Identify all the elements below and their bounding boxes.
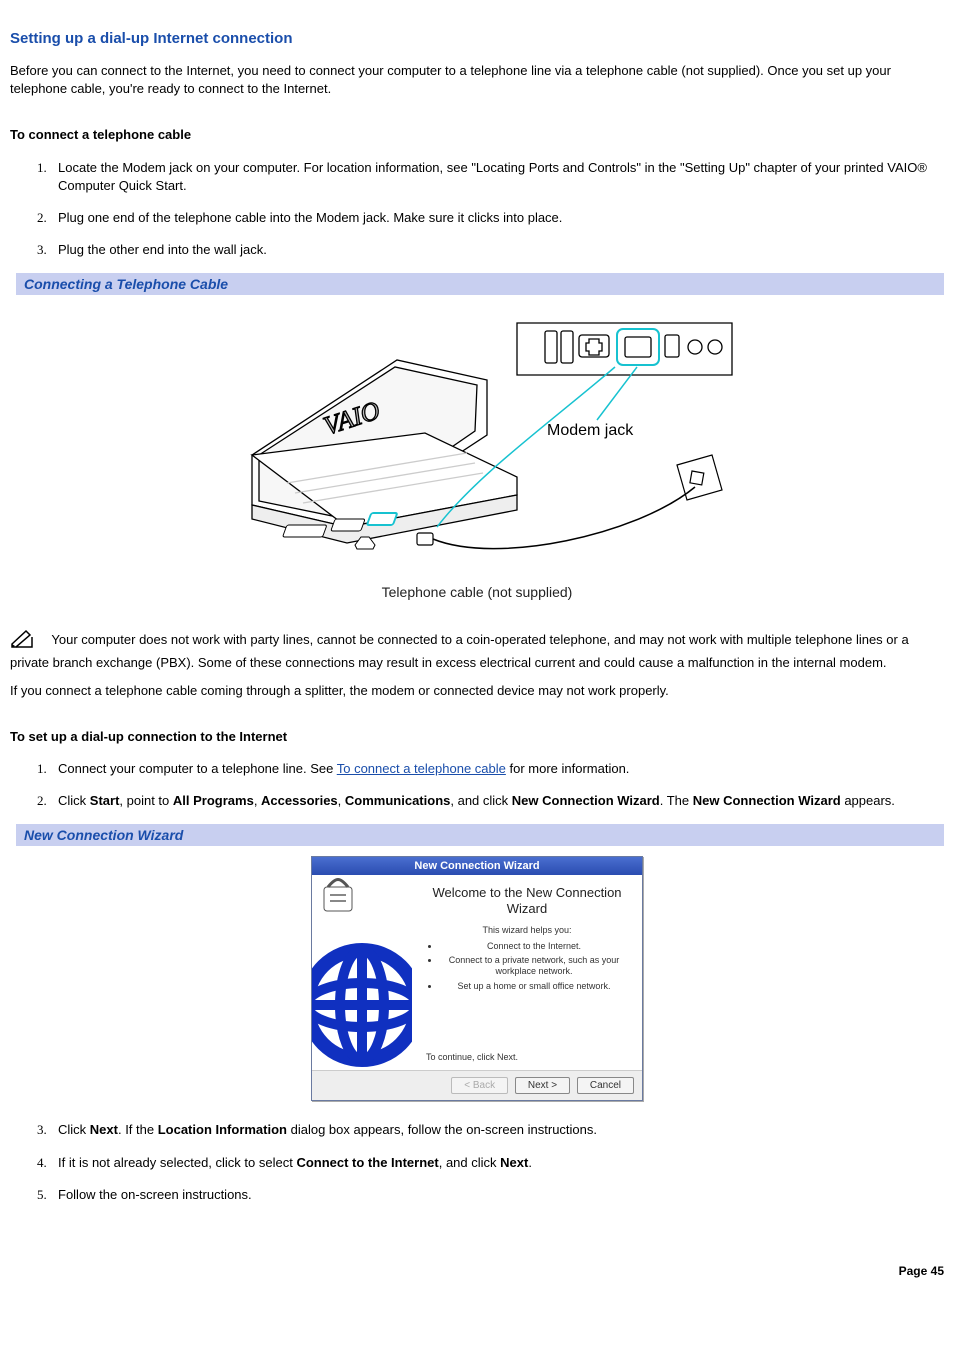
wizard-footer: < Back Next > Cancel xyxy=(312,1070,642,1100)
text: , xyxy=(338,793,345,808)
intro-paragraph: Before you can connect to the Internet, … xyxy=(10,62,944,98)
figure2-caption-bar: New Connection Wizard xyxy=(10,824,944,846)
bold: New Connection Wizard xyxy=(693,793,841,808)
bold: New Connection Wizard xyxy=(512,793,660,808)
text: , point to xyxy=(119,793,172,808)
wizard-continue-text: To continue, click Next. xyxy=(426,1052,518,1062)
list-item: Click Start, point to All Programs, Acce… xyxy=(50,792,944,810)
list-item: Click Next. If the Location Information … xyxy=(50,1121,944,1139)
bold: All Programs xyxy=(173,793,254,808)
text: Connect your computer to a telephone lin… xyxy=(58,761,337,776)
wizard-helps-text: This wizard helps you: xyxy=(426,925,628,935)
wizard-bullet-list: Connect to the Internet. Connect to a pr… xyxy=(440,941,628,992)
section1-heading: To connect a telephone cable xyxy=(10,126,944,144)
text: appears. xyxy=(841,793,895,808)
laptop-modem-diagram: VAIO Modem jack xyxy=(217,305,737,575)
section2-steps-list: Connect your computer to a telephone lin… xyxy=(10,760,944,810)
text: . xyxy=(528,1155,532,1170)
list-item: Connect to the Internet. xyxy=(440,941,628,952)
text: , and click xyxy=(439,1155,500,1170)
wizard-back-button[interactable]: < Back xyxy=(451,1077,508,1094)
text: dialog box appears, follow the on-screen… xyxy=(287,1122,597,1137)
text: Click xyxy=(58,1122,90,1137)
text: . If the xyxy=(118,1122,158,1137)
splitter-paragraph: If you connect a telephone cable coming … xyxy=(10,682,944,700)
list-item: Follow the on-screen instructions. xyxy=(50,1186,944,1204)
wizard-dialog: New Connection Wizard xyxy=(311,856,643,1101)
wizard-welcome-heading: Welcome to the New Connection Wizard xyxy=(426,885,628,916)
section1-steps-list: Locate the Modem jack on your computer. … xyxy=(10,159,944,260)
wizard-cancel-button[interactable]: Cancel xyxy=(577,1077,634,1094)
bold: Communications xyxy=(345,793,450,808)
text: for more information. xyxy=(506,761,630,776)
list-item: Set up a home or small office network. xyxy=(440,981,628,992)
bold: Next xyxy=(500,1155,528,1170)
bold: Start xyxy=(90,793,120,808)
text: . The xyxy=(660,793,693,808)
list-item: Plug one end of the telephone cable into… xyxy=(50,209,944,227)
telephone-cable-link[interactable]: To connect a telephone cable xyxy=(337,761,506,776)
list-item: Connect to a private network, such as yo… xyxy=(440,955,628,977)
figure1-caption-bar: Connecting a Telephone Cable xyxy=(10,273,944,295)
wizard-next-button[interactable]: Next > xyxy=(515,1077,570,1094)
note-block: Your computer does not work with party l… xyxy=(10,628,944,671)
text: , and click xyxy=(450,793,511,808)
list-item: Plug the other end into the wall jack. xyxy=(50,241,944,259)
section2-steps-list-cont: Click Next. If the Location Information … xyxy=(10,1121,944,1204)
text: , xyxy=(254,793,261,808)
text: Click xyxy=(58,793,90,808)
list-item: If it is not already selected, click to … xyxy=(50,1154,944,1172)
section2-heading: To set up a dial-up connection to the In… xyxy=(10,728,944,746)
bold: Location Information xyxy=(158,1122,287,1137)
page-number: Page 45 xyxy=(10,1264,944,1278)
note-pencil-icon xyxy=(10,628,36,653)
diagram-cable-caption: Telephone cable (not supplied) xyxy=(10,584,944,600)
figure1-diagram: VAIO Modem jack xyxy=(10,305,944,600)
list-item: Connect your computer to a telephone lin… xyxy=(50,760,944,778)
figure2-wizard: New Connection Wizard xyxy=(10,856,944,1101)
page-heading: Setting up a dial-up Internet connection xyxy=(10,30,944,47)
note-text: Your computer does not work with party l… xyxy=(10,632,909,669)
text: If it is not already selected, click to … xyxy=(58,1155,296,1170)
modem-jack-label: Modem jack xyxy=(547,422,634,439)
wizard-main-panel: Welcome to the New Connection Wizard Thi… xyxy=(412,875,642,1070)
wizard-side-graphic xyxy=(312,875,412,1070)
bold: Connect to the Internet xyxy=(296,1155,438,1170)
bold: Accessories xyxy=(261,793,338,808)
bold: Next xyxy=(90,1122,118,1137)
list-item: Locate the Modem jack on your computer. … xyxy=(50,159,944,195)
wizard-titlebar: New Connection Wizard xyxy=(312,857,642,875)
